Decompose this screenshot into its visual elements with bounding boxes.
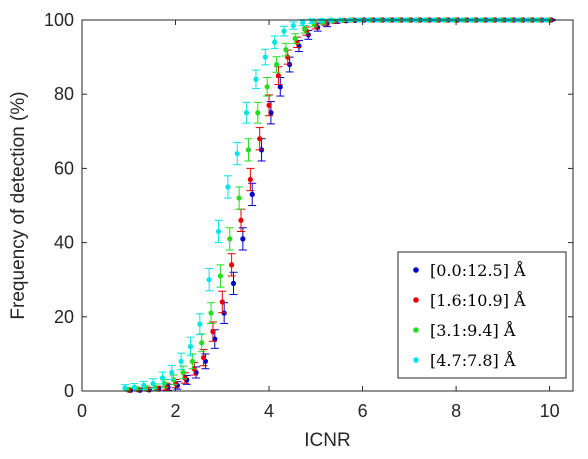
data-point bbox=[266, 102, 272, 108]
data-point bbox=[309, 18, 315, 24]
y-tick-label: 20 bbox=[54, 307, 74, 327]
data-point bbox=[208, 310, 214, 316]
y-tick-label: 100 bbox=[44, 10, 74, 30]
data-point bbox=[301, 26, 308, 32]
data-point bbox=[277, 84, 283, 90]
data-point bbox=[199, 340, 205, 346]
y-tick-label: 40 bbox=[54, 233, 74, 253]
data-point bbox=[268, 110, 274, 116]
legend-label: [4.7:7.8] Å bbox=[430, 350, 516, 370]
legend-marker bbox=[413, 357, 419, 363]
data-point bbox=[178, 358, 184, 364]
data-point bbox=[212, 336, 218, 342]
data-point bbox=[189, 358, 195, 364]
data-point bbox=[227, 236, 233, 242]
y-tick-label: 60 bbox=[54, 158, 74, 178]
data-point bbox=[182, 375, 188, 381]
data-point bbox=[234, 150, 240, 157]
x-axis-label: ICNR bbox=[304, 430, 350, 451]
data-point bbox=[229, 262, 235, 268]
data-point bbox=[180, 369, 186, 376]
data-point bbox=[150, 380, 156, 387]
data-point bbox=[255, 110, 261, 116]
legend: [0.0:12.5] Å [1.6:10.9] Å [3.1:9.4] Å [4.7:… bbox=[397, 251, 567, 379]
data-point bbox=[159, 375, 166, 381]
data-point bbox=[272, 39, 278, 45]
data-point bbox=[215, 228, 222, 235]
data-point bbox=[253, 76, 259, 82]
legend-label: [3.1:9.4] Å bbox=[430, 320, 516, 340]
legend-marker bbox=[413, 297, 419, 303]
x-tick-label: 8 bbox=[451, 401, 461, 421]
legend-box bbox=[397, 251, 567, 379]
data-point bbox=[247, 176, 253, 183]
data-point bbox=[244, 110, 250, 116]
data-point bbox=[197, 321, 203, 327]
data-point bbox=[281, 28, 287, 34]
data-point bbox=[230, 280, 237, 287]
data-point bbox=[141, 382, 147, 389]
data-point bbox=[257, 136, 263, 142]
data-point bbox=[225, 184, 231, 190]
data-point bbox=[219, 299, 225, 305]
legend-label: [1.6:10.9] Å bbox=[430, 290, 526, 310]
data-point bbox=[245, 147, 252, 153]
x-tick-label: 6 bbox=[358, 401, 368, 421]
x-tick-label: 4 bbox=[264, 401, 274, 421]
data-point bbox=[240, 236, 246, 242]
x-tick-label: 2 bbox=[171, 401, 181, 421]
data-point bbox=[200, 355, 207, 361]
data-point bbox=[273, 61, 280, 68]
data-point bbox=[275, 73, 281, 79]
data-point bbox=[131, 384, 137, 390]
data-point bbox=[210, 329, 216, 335]
legend-marker bbox=[413, 327, 419, 333]
data-point bbox=[206, 277, 212, 283]
data-point bbox=[249, 191, 255, 197]
legend-marker bbox=[413, 267, 419, 273]
data-point bbox=[290, 22, 296, 29]
data-point bbox=[169, 369, 175, 376]
data-point bbox=[187, 343, 194, 350]
data-point bbox=[264, 84, 270, 90]
x-tick-label: 10 bbox=[540, 401, 560, 421]
x-tick-label: 0 bbox=[77, 401, 87, 421]
data-point bbox=[238, 217, 244, 223]
data-point bbox=[300, 19, 306, 26]
data-point bbox=[292, 35, 298, 42]
y-tick-label: 0 bbox=[64, 381, 74, 401]
legend-label: [0.0:12.5] Å bbox=[430, 260, 526, 280]
data-point bbox=[217, 273, 224, 279]
y-tick-label: 80 bbox=[54, 84, 74, 104]
plot-area-frame bbox=[81, 19, 574, 392]
y-axis-label: Frequency of detection (%) bbox=[8, 91, 29, 319]
data-point bbox=[236, 195, 242, 201]
data-point bbox=[283, 47, 289, 53]
data-point bbox=[122, 385, 128, 391]
data-point bbox=[262, 54, 268, 60]
